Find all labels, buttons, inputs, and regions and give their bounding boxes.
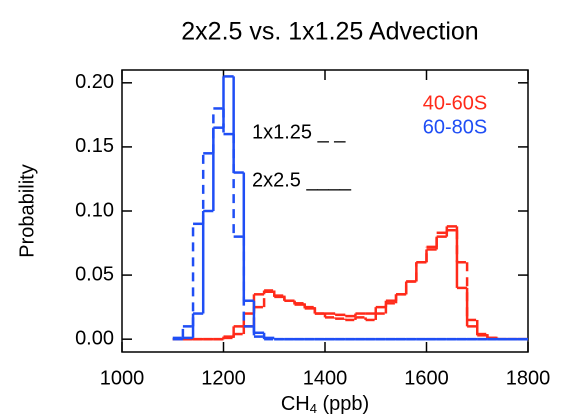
y-tick-label: 0.10 [75, 199, 114, 221]
x-tick-label: 1000 [100, 367, 145, 389]
annotation: 2x2.5 ____ [252, 169, 352, 191]
chart-title: 2x2.5 vs. 1x1.25 Advection [181, 18, 478, 46]
x-label-main: CH [281, 393, 310, 415]
x-tick-label: 1200 [201, 367, 246, 389]
x-label-unit: (ppb) [317, 393, 369, 415]
x-tick-label: 1400 [303, 367, 348, 389]
y-tick-label: 0.20 [75, 71, 114, 93]
x-label-sub: 4 [310, 401, 317, 416]
annotation: 1x1.25 _ _ [252, 121, 346, 143]
x-tick-label: 1800 [506, 367, 551, 389]
x-axis-label: CH4 (ppb) [281, 393, 369, 416]
x-tick-label: 1600 [404, 367, 449, 389]
y-axis-label: Probability [16, 164, 38, 257]
legend-label: 40-60S [423, 92, 488, 114]
y-tick-label: 0.15 [75, 135, 114, 157]
legend-label: 60-80S [423, 116, 488, 138]
y-tick-label: 0.00 [75, 327, 114, 349]
y-tick-label: 0.05 [75, 263, 114, 285]
